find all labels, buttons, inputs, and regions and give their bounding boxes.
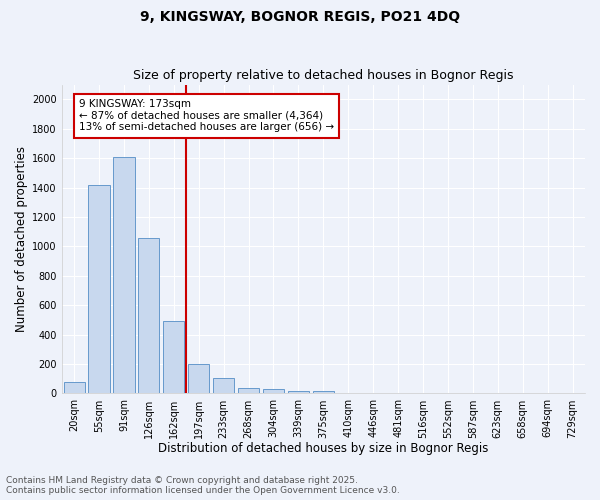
Bar xyxy=(313,390,334,394)
Text: 9 KINGSWAY: 173sqm
← 87% of detached houses are smaller (4,364)
13% of semi-deta: 9 KINGSWAY: 173sqm ← 87% of detached hou… xyxy=(79,100,334,132)
Bar xyxy=(88,184,110,394)
Bar xyxy=(263,389,284,394)
Y-axis label: Number of detached properties: Number of detached properties xyxy=(15,146,28,332)
Bar xyxy=(138,238,160,394)
Bar xyxy=(113,156,134,394)
Bar xyxy=(163,322,184,394)
Title: Size of property relative to detached houses in Bognor Regis: Size of property relative to detached ho… xyxy=(133,69,514,82)
Bar xyxy=(64,382,85,394)
Bar xyxy=(213,378,234,394)
Bar xyxy=(188,364,209,394)
Text: Contains HM Land Registry data © Crown copyright and database right 2025.
Contai: Contains HM Land Registry data © Crown c… xyxy=(6,476,400,495)
Text: 9, KINGSWAY, BOGNOR REGIS, PO21 4DQ: 9, KINGSWAY, BOGNOR REGIS, PO21 4DQ xyxy=(140,10,460,24)
X-axis label: Distribution of detached houses by size in Bognor Regis: Distribution of detached houses by size … xyxy=(158,442,488,455)
Bar xyxy=(288,390,309,394)
Bar xyxy=(238,388,259,394)
